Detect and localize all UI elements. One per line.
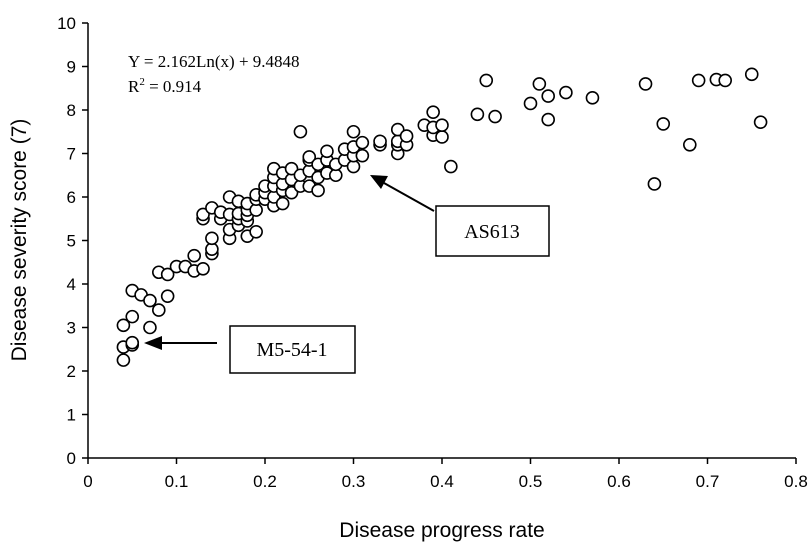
y-tick-label: 0	[67, 449, 76, 468]
y-tick-label: 9	[67, 58, 76, 77]
data-point	[284, 185, 299, 200]
y-tick-label: 1	[67, 406, 76, 425]
data-point	[435, 130, 449, 144]
callout-as613: AS613	[370, 175, 550, 257]
callout-arrowhead-as613	[370, 175, 388, 189]
data-point	[249, 225, 263, 239]
data-point	[187, 248, 201, 263]
r-squared-label: R	[128, 77, 140, 96]
data-point	[691, 73, 706, 88]
x-tick-label: 0.6	[607, 472, 631, 491]
data-point	[143, 320, 157, 335]
y-tick-label: 6	[67, 188, 76, 207]
data-point	[160, 289, 175, 303]
data-point	[346, 124, 361, 139]
data-point	[479, 73, 494, 88]
r-squared-value: = 0.914	[145, 77, 202, 96]
x-tick-label: 0.7	[696, 472, 720, 491]
y-tick-label: 5	[67, 232, 76, 251]
callout-m5-54-1: M5-54-1	[144, 325, 356, 374]
data-point	[205, 231, 219, 246]
data-point	[656, 117, 671, 131]
data-point	[585, 91, 600, 105]
data-point	[355, 135, 370, 150]
data-point	[638, 77, 653, 91]
y-tick-label: 7	[67, 145, 76, 164]
data-points	[116, 67, 768, 367]
callout-label-m5-54-1: M5-54-1	[256, 339, 327, 361]
data-point	[753, 115, 768, 129]
data-point	[116, 353, 131, 367]
data-point	[125, 335, 140, 350]
r-squared: R2 = 0.914	[128, 76, 202, 96]
data-point	[541, 112, 556, 127]
data-point	[196, 207, 210, 222]
callout-box-as613	[435, 205, 550, 257]
data-point	[355, 148, 370, 163]
data-point	[444, 159, 458, 174]
x-tick-label: 0.4	[430, 472, 454, 491]
data-point	[275, 196, 290, 211]
x-tick-label: 0.1	[165, 472, 189, 491]
data-point	[196, 261, 210, 276]
x-tick-label: 0	[83, 472, 92, 491]
data-point	[559, 85, 573, 100]
data-point	[143, 293, 157, 308]
x-tick-label: 0.8	[784, 472, 808, 491]
data-point	[470, 107, 485, 122]
x-tick-label: 0.5	[519, 472, 543, 491]
data-point	[152, 303, 166, 317]
r-squared-superscript: 2	[139, 76, 145, 88]
callout-box-m5-54-1	[229, 325, 356, 374]
regression-equation: Y = 2.162Ln(x) + 9.4848	[128, 52, 300, 71]
data-point	[435, 118, 449, 133]
data-point	[488, 109, 502, 124]
data-point	[682, 138, 697, 152]
y-tick-label: 2	[67, 362, 76, 381]
x-ticks: 0 0.1 0.2 0.3 0.4 0.5 0.6 0.7 0.8	[83, 458, 808, 491]
data-point	[390, 122, 405, 137]
data-point	[116, 318, 131, 333]
data-point	[373, 134, 387, 149]
data-point	[744, 67, 759, 82]
data-point	[399, 129, 414, 143]
y-tick-label: 3	[67, 319, 76, 338]
callout-arrow-as613	[383, 182, 435, 212]
data-point	[647, 177, 662, 191]
data-point	[532, 77, 547, 91]
callout-label-as613: AS613	[464, 221, 520, 243]
x-axis-label: Disease progress rate	[339, 519, 544, 542]
x-tick-label: 0.3	[342, 472, 366, 491]
data-point	[718, 73, 733, 88]
x-tick-label: 0.2	[253, 472, 277, 491]
data-point	[320, 144, 334, 159]
data-point	[541, 89, 556, 103]
data-point	[125, 309, 140, 324]
data-point	[523, 96, 538, 111]
y-tick-label: 4	[67, 275, 76, 294]
data-point	[311, 183, 325, 198]
callout-arrowhead-m5-54-1	[144, 336, 162, 350]
data-point	[293, 124, 308, 139]
data-point	[426, 105, 440, 119]
data-point	[302, 150, 317, 164]
y-axis-label: Disease severity score (7)	[8, 119, 31, 362]
data-point	[160, 267, 175, 282]
data-point	[284, 161, 299, 176]
y-tick-label: 8	[67, 101, 76, 120]
y-tick-label: 10	[57, 14, 76, 33]
y-ticks: 0 1 2 3 4 5 6 7 8 9 10	[57, 14, 88, 468]
